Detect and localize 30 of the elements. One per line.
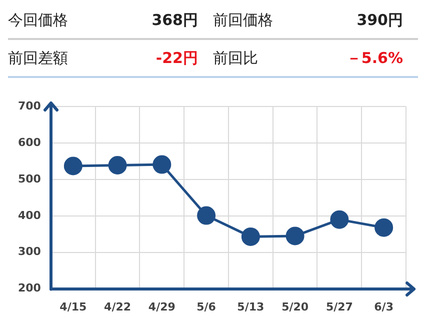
point [152, 155, 172, 174]
x-tick-label: 4/22 [104, 300, 132, 314]
point [108, 156, 127, 175]
x-tick-label: 5/6 [196, 300, 216, 314]
y-tick-label: 500 [18, 172, 42, 186]
x-tick-label: 5/13 [237, 300, 264, 314]
text: 前回価格 [213, 10, 274, 30]
text: 前回比 [213, 48, 259, 68]
x-tick-label: 5/27 [326, 300, 353, 314]
point [374, 218, 394, 237]
y-tick-label: 400 [18, 208, 42, 222]
text: 368円 [150, 10, 199, 30]
x-tick-label: 4/29 [148, 300, 176, 314]
y-tick-label: 700 [18, 99, 42, 112]
y-tick-label: 600 [18, 136, 42, 149]
text: 今回価格 [8, 10, 69, 30]
text: 前回差額 [8, 48, 69, 68]
point [197, 206, 216, 225]
point [64, 156, 82, 176]
point [286, 226, 304, 246]
point [330, 210, 349, 229]
y-tick-label: 200 [18, 282, 42, 295]
x-tick-label: 4/15 [60, 300, 87, 314]
x-tick-label: 5/20 [282, 300, 309, 314]
text: －5.6% [345, 48, 403, 68]
y-tick-label: 300 [18, 245, 42, 258]
text: -22円 [154, 48, 199, 68]
text: 390円 [356, 10, 403, 30]
point [241, 227, 260, 246]
x-tick-label: 6/3 [374, 300, 394, 314]
